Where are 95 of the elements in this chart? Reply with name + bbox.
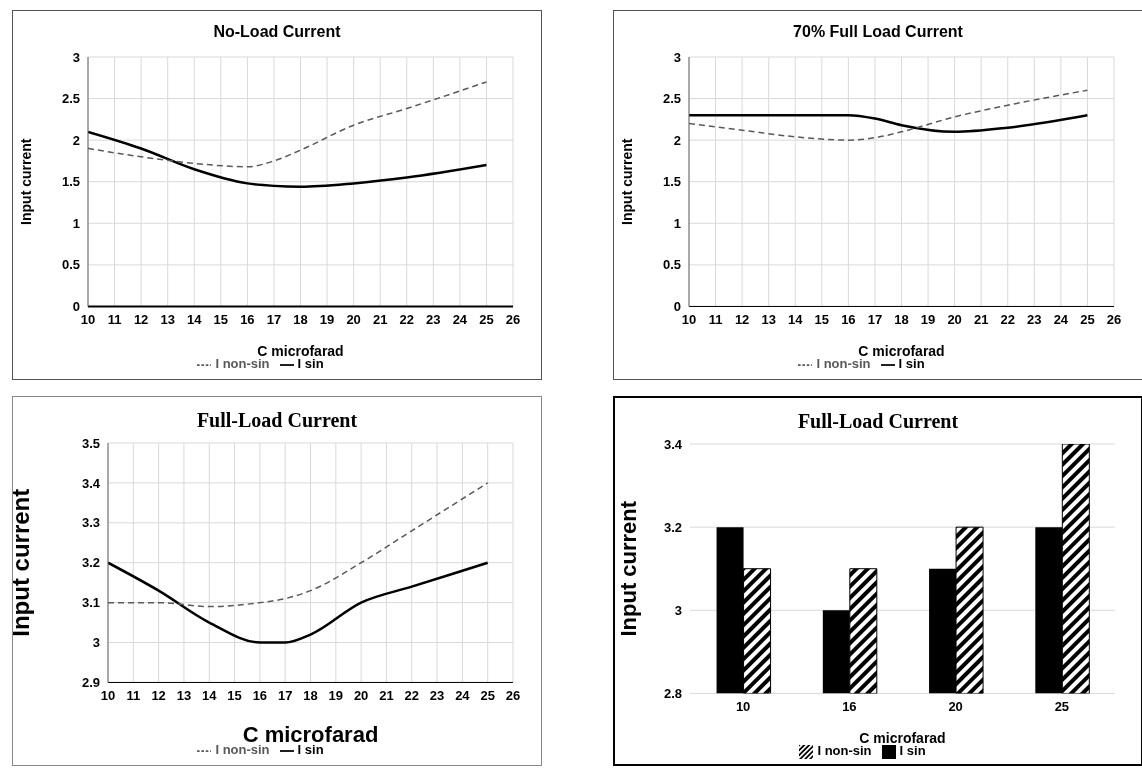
y-tick-label: 3.4	[81, 475, 101, 491]
y-axis-title: Input current	[615, 500, 641, 637]
x-tick-label: 10	[735, 698, 751, 714]
y-tick-label: 3.3	[81, 515, 100, 531]
y-axis-title: Input current	[618, 138, 635, 225]
y-tick-label: 2.9	[81, 675, 100, 691]
x-tick-label: 18	[293, 311, 308, 327]
y-tick-label: 3.4	[663, 436, 683, 452]
x-tick-label: 18	[894, 311, 909, 327]
x-tick-label: 20	[947, 311, 962, 327]
line-series	[108, 482, 489, 608]
x-tick-label: 14	[788, 311, 804, 327]
x-tick-label: 20	[346, 311, 361, 327]
y-tick-label: 3.1	[81, 595, 100, 611]
x-tick-label: 20	[353, 687, 369, 703]
x-tick-label: 11	[107, 311, 122, 327]
x-tick-label: 21	[372, 311, 388, 327]
y-tick-label: 1.5	[662, 174, 681, 190]
y-tick-label: 0	[673, 299, 681, 315]
x-tick-label: 22	[399, 311, 414, 327]
line-series	[689, 113, 1089, 134]
y-axis-title: Input current	[6, 488, 34, 637]
chart-title: Full-Load Current	[195, 409, 359, 433]
x-tick-label: 25	[479, 311, 494, 327]
chart-title: No-Load Current	[212, 23, 342, 42]
x-tick-label: 16	[240, 311, 255, 327]
y-tick-label: 3.5	[81, 435, 100, 451]
y-tick-label: 2.5	[61, 91, 80, 107]
x-tick-label: 24	[452, 311, 468, 327]
x-tick-label: 10	[100, 687, 116, 703]
y-tick-label: 1	[72, 215, 80, 231]
y-axis-title: Input current	[17, 138, 34, 225]
y-tick-label: 0.5	[662, 257, 681, 273]
x-tick-label: 15	[227, 687, 242, 703]
x-tick-label: 26	[1106, 311, 1122, 327]
y-tick-label: 1	[673, 215, 681, 231]
line-series	[689, 89, 1089, 141]
y-tick-label: 3	[673, 49, 681, 65]
x-tick-label: 17	[277, 687, 293, 703]
x-tick-label: 11	[126, 687, 141, 703]
x-tick-label: 21	[973, 311, 989, 327]
x-tick-label: 17	[867, 311, 883, 327]
x-tick-label: 24	[455, 687, 471, 703]
x-tick-label: 15	[213, 311, 229, 327]
x-tick-label: 14	[187, 311, 203, 327]
x-tick-label: 16	[841, 311, 856, 327]
y-tick-label: 3	[92, 635, 100, 651]
y-tick-label: 2	[72, 132, 80, 148]
legend-label: I sin	[297, 742, 324, 758]
x-tick-label: 23	[426, 311, 441, 327]
x-tick-label: 16	[252, 687, 268, 703]
x-tick-label: 12	[133, 311, 149, 327]
line-series	[88, 130, 488, 188]
y-tick-label: 2.5	[662, 91, 681, 107]
x-tick-label: 26	[505, 687, 521, 703]
chart-title: Full-Load Current	[796, 410, 960, 434]
y-tick-label: 0	[72, 299, 80, 315]
x-tick-label: 26	[505, 311, 521, 327]
x-tick-label: 25	[1054, 698, 1070, 714]
x-tick-label: 19	[920, 311, 936, 327]
x-tick-label: 12	[734, 311, 750, 327]
y-tick-label: 3.2	[663, 519, 682, 535]
x-tick-label: 18	[303, 687, 318, 703]
x-tick-label: 20	[948, 698, 963, 714]
y-tick-label: 1.5	[61, 174, 80, 190]
x-tick-label: 13	[160, 311, 175, 327]
x-tick-label: 19	[328, 687, 344, 703]
y-tick-label: 2	[673, 132, 681, 148]
x-tick-label: 13	[176, 687, 192, 703]
line-series	[108, 561, 489, 644]
x-tick-label: 14	[202, 687, 218, 703]
x-tick-label: 19	[319, 311, 335, 327]
x-tick-label: 25	[480, 687, 495, 703]
y-tick-label: 0.5	[61, 257, 80, 273]
x-tick-label: 11	[708, 311, 723, 327]
line-series	[88, 81, 488, 168]
y-tick-label: 3	[72, 49, 80, 65]
y-tick-label: 3	[674, 602, 682, 618]
x-tick-label: 13	[761, 311, 776, 327]
x-tick-label: 24	[1053, 311, 1069, 327]
x-tick-label: 21	[379, 687, 394, 703]
x-tick-label: 17	[266, 311, 282, 327]
x-tick-label: 15	[814, 311, 830, 327]
x-tick-label: 10	[80, 311, 96, 327]
x-tick-label: 25	[1080, 311, 1095, 327]
x-tick-label: 23	[429, 687, 445, 703]
x-tick-label: 23	[1027, 311, 1042, 327]
y-tick-label: 2.8	[663, 686, 682, 702]
x-tick-label: 22	[1000, 311, 1015, 327]
y-tick-label: 3.2	[81, 555, 100, 571]
x-tick-label: 12	[151, 687, 166, 703]
x-tick-label: 16	[842, 698, 857, 714]
x-tick-label: 10	[681, 311, 697, 327]
chart-title: 70% Full Load Current	[792, 23, 964, 42]
x-tick-label: 22	[404, 687, 419, 703]
